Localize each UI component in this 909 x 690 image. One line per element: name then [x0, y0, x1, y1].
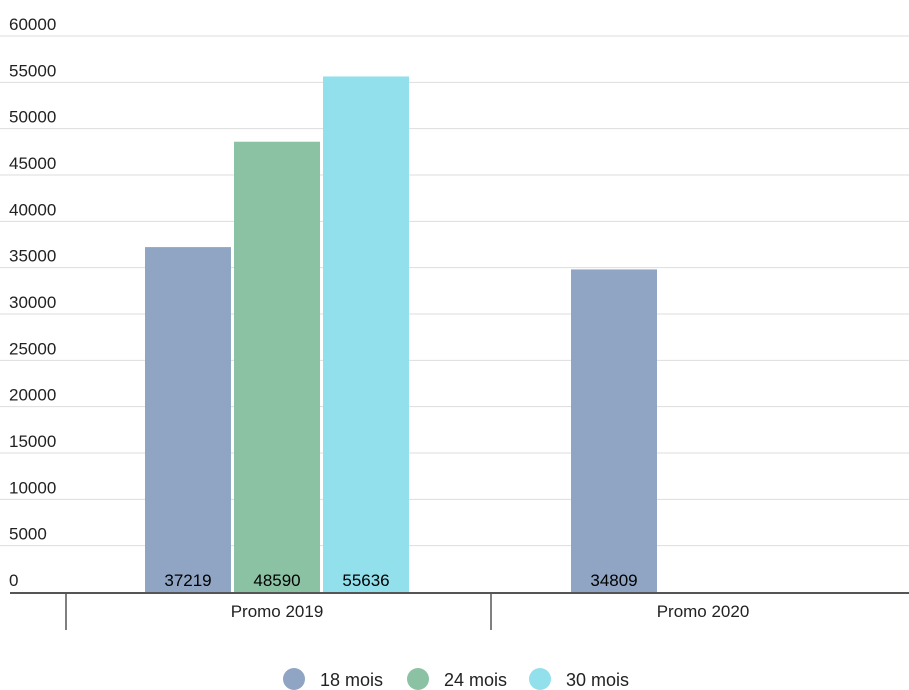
bar-18-mois-Promo-2019 [145, 247, 231, 592]
bars [145, 76, 657, 592]
y-tick-label: 60000 [9, 15, 56, 34]
y-tick-label: 40000 [9, 200, 56, 219]
legend-swatch [407, 668, 429, 690]
y-tick-label: 45000 [9, 154, 56, 173]
data-label: 34809 [590, 571, 637, 590]
legend-label: 30 mois [566, 670, 629, 690]
x-category-label: Promo 2019 [231, 602, 324, 621]
data-labels: 37219 48590 55636 34809 [164, 571, 637, 590]
y-tick-label: 30000 [9, 293, 56, 312]
x-category-label: Promo 2020 [657, 602, 750, 621]
y-tick-label: 50000 [9, 108, 56, 127]
bar-30-mois-Promo-2019 [323, 76, 409, 592]
x-axis: Promo 2019 Promo 2020 [10, 592, 909, 630]
y-tick-label: 20000 [9, 386, 56, 405]
gridlines [0, 35, 909, 547]
legend-label: 24 mois [444, 670, 507, 690]
legend-label: 18 mois [320, 670, 383, 690]
y-axis-tick-labels: 0 5000 10000 15000 20000 25000 30000 35000 40000… [9, 15, 56, 590]
y-tick-label: 10000 [9, 478, 56, 497]
bar-24-mois-Promo-2019 [234, 141, 320, 592]
y-tick-label: 15000 [9, 432, 56, 451]
y-tick-label: 0 [9, 571, 18, 590]
y-tick-label: 35000 [9, 247, 56, 266]
y-tick-label: 55000 [9, 61, 56, 80]
y-tick-label: 25000 [9, 339, 56, 358]
bar-18-mois-Promo-2020 [571, 269, 657, 592]
legend-swatch [529, 668, 551, 690]
legend: 18 mois 24 mois 30 mois [283, 668, 629, 690]
data-label: 48590 [253, 571, 300, 590]
data-label: 37219 [164, 571, 211, 590]
data-label: 55636 [342, 571, 389, 590]
legend-swatch [283, 668, 305, 690]
y-tick-label: 5000 [9, 525, 47, 544]
